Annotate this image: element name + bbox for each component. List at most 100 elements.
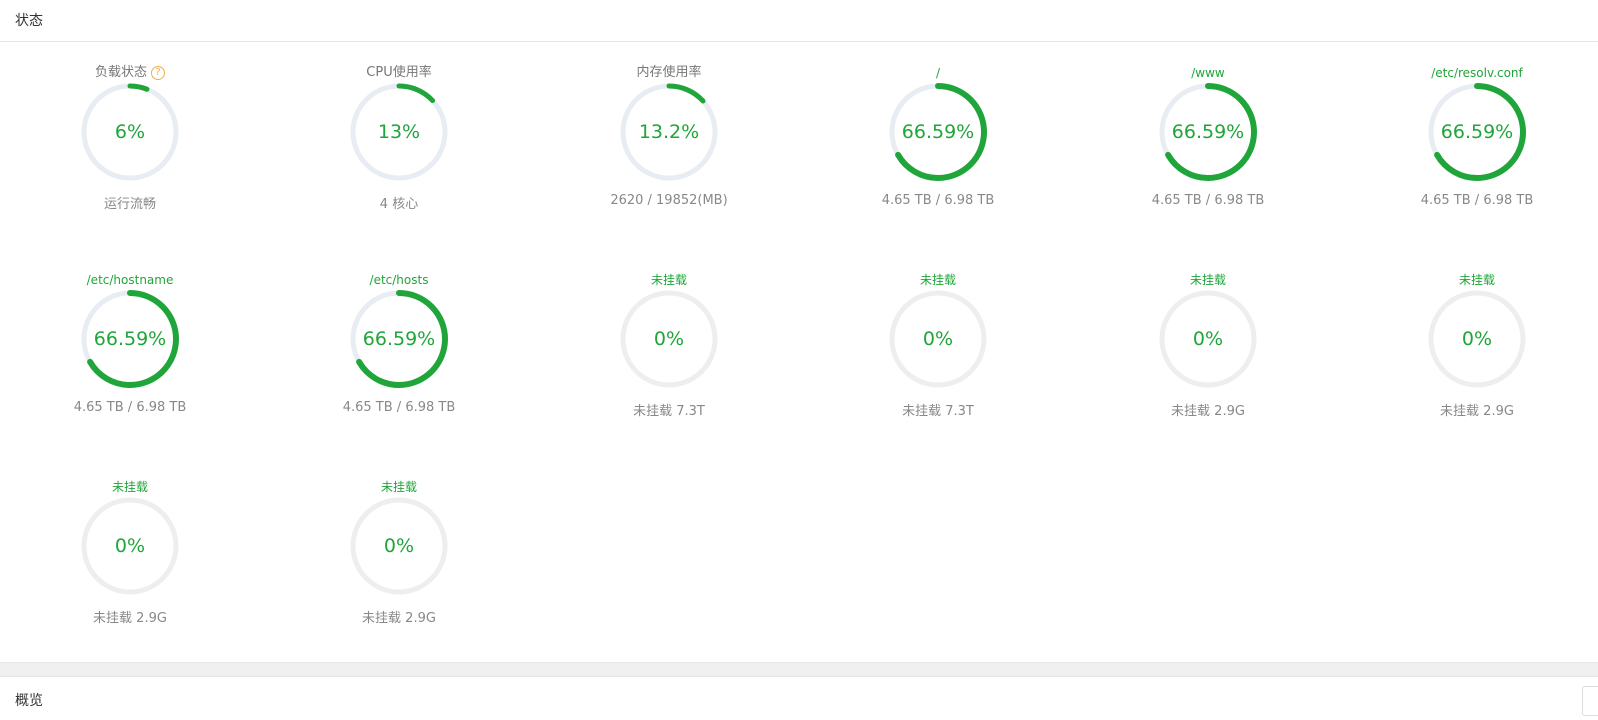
- gauge-ring: [347, 287, 451, 391]
- gauge-svg: [620, 290, 718, 388]
- gauge-name: 未挂载: [1377, 270, 1577, 290]
- gauge-track: [620, 290, 718, 388]
- gauge-item: 未挂载 0% 未挂载 2.9G: [1377, 270, 1577, 440]
- gauge-item: /etc/hostname 66.59% 4.65 TB / 6.98 TB: [30, 270, 230, 440]
- gauge-name: /www: [1108, 63, 1308, 83]
- gauge-svg: [889, 83, 987, 181]
- gauge-ring: [617, 80, 721, 184]
- gauge-name: CPU使用率: [299, 63, 499, 83]
- gauge-ring: [1425, 80, 1529, 184]
- gauge-value: 0%: [114, 535, 146, 557]
- gauge-description: 未挂载 7.3T: [633, 404, 705, 419]
- gauge-description: 4.65 TB / 6.98 TB: [73, 400, 187, 415]
- gauge-name-label: CPU使用率: [366, 65, 432, 80]
- gauge-name: 内存使用率: [569, 63, 769, 83]
- gauge-value: 6%: [114, 121, 146, 143]
- gauge-name-label: /: [935, 66, 941, 80]
- gauge-name: /etc/hosts: [299, 270, 499, 290]
- gauge-progress-arc: [1428, 83, 1526, 181]
- gauge-ring: [78, 80, 182, 184]
- gauge-name-label: 未挂载: [1189, 273, 1226, 287]
- gauge-ring: [78, 494, 182, 598]
- gauge-item: 未挂载 0% 未挂载 7.3T: [569, 270, 769, 440]
- gauge-description: 运行流畅: [103, 197, 156, 212]
- gauge-svg: [81, 497, 179, 595]
- gauge-svg: [81, 83, 179, 181]
- gauge-item: /etc/hosts 66.59% 4.65 TB / 6.98 TB: [299, 270, 499, 440]
- gauge-ring: [78, 287, 182, 391]
- gauge-description: 2620 / 19852(MB): [610, 193, 728, 208]
- gauge-value: 0%: [383, 535, 415, 557]
- gauge-svg: [81, 290, 179, 388]
- overview-edge-control[interactable]: [1582, 686, 1598, 716]
- gauge-name: /etc/resolv.conf: [1377, 63, 1577, 83]
- gauge-item: 未挂载 0% 未挂载 2.9G: [30, 477, 230, 647]
- gauge-description: 4.65 TB / 6.98 TB: [342, 400, 456, 415]
- gauge-description: 4.65 TB / 6.98 TB: [1151, 193, 1265, 208]
- gauge-name: /: [838, 63, 1038, 83]
- gauge-ring: [347, 80, 451, 184]
- gauge-description: 4.65 TB / 6.98 TB: [1420, 193, 1534, 208]
- gauge-svg: [350, 497, 448, 595]
- gauge-ring: [617, 287, 721, 391]
- gauge-track: [1428, 290, 1526, 388]
- gauge-progress-arc: [889, 83, 987, 181]
- gauge-track: [889, 290, 987, 388]
- gauge-ring: [347, 494, 451, 598]
- gauge-item: 负载状态? 6% 运行流畅: [30, 63, 230, 233]
- gauge-name-label: /etc/hosts: [369, 273, 429, 287]
- gauge-name-label: /etc/hostname: [86, 273, 174, 287]
- gauge-name-label: 负载状态: [94, 65, 147, 80]
- gauge-value: 66.59%: [1440, 121, 1514, 143]
- gauge-progress-arc: [620, 83, 718, 181]
- gauge-item: / 66.59% 4.65 TB / 6.98 TB: [838, 63, 1038, 233]
- gauge-svg: [1428, 83, 1526, 181]
- gauge-name: 未挂载: [1108, 270, 1308, 290]
- gauge-value: 0%: [1461, 328, 1493, 350]
- gauge-name-label: /www: [1191, 66, 1225, 80]
- gauge-name-label: 未挂载: [919, 273, 956, 287]
- gauge-name-label: 未挂载: [650, 273, 687, 287]
- gauge-ring: [886, 80, 990, 184]
- question-circle-icon[interactable]: ?: [151, 66, 165, 80]
- gauge-svg: [350, 290, 448, 388]
- gauge-item: 未挂载 0% 未挂载 7.3T: [838, 270, 1038, 440]
- gauge-name: /etc/hostname: [30, 270, 230, 290]
- gauge-item: 未挂载 0% 未挂载 2.9G: [1108, 270, 1308, 440]
- gauge-item: 未挂载 0% 未挂载 2.9G: [299, 477, 499, 647]
- gauge-ring: [1425, 287, 1529, 391]
- gauge-value: 0%: [653, 328, 685, 350]
- gauge-name: 未挂载: [299, 477, 499, 497]
- gauge-description: 未挂载 7.3T: [902, 404, 974, 419]
- gauge-value: 66.59%: [1171, 121, 1245, 143]
- gauge-description: 未挂载 2.9G: [362, 611, 436, 626]
- gauge-ring: [1156, 287, 1260, 391]
- gauge-name-label: 未挂载: [111, 480, 148, 494]
- overview-title: 概览: [15, 693, 43, 709]
- gauge-item: /etc/resolv.conf 66.59% 4.65 TB / 6.98 TB: [1377, 63, 1577, 233]
- gauge-name-label: 内存使用率: [636, 65, 702, 80]
- gauge-track: [1159, 290, 1257, 388]
- gauge-name: 负载状态?: [30, 63, 230, 83]
- gauge-description: 未挂载 2.9G: [93, 611, 167, 626]
- gauge-value: 0%: [1192, 328, 1224, 350]
- gauge-ring: [1156, 80, 1260, 184]
- gauge-value: 66.59%: [93, 328, 167, 350]
- gauge-svg: [1428, 290, 1526, 388]
- gauge-progress-arc: [1159, 83, 1257, 181]
- gauge-description: 未挂载 2.9G: [1171, 404, 1245, 419]
- gauge-description: 4.65 TB / 6.98 TB: [881, 193, 995, 208]
- gauge-track: [81, 497, 179, 595]
- gauge-track: [350, 497, 448, 595]
- gauge-progress-arc: [81, 290, 179, 388]
- gauge-name: 未挂载: [30, 477, 230, 497]
- gauge-item: /www 66.59% 4.65 TB / 6.98 TB: [1108, 63, 1308, 233]
- gauge-name-label: 未挂载: [1458, 273, 1495, 287]
- gauge-progress-arc: [350, 290, 448, 388]
- gauge-ring: [886, 287, 990, 391]
- gauge-description: 未挂载 2.9G: [1440, 404, 1514, 419]
- gauge-value: 0%: [922, 328, 954, 350]
- gauge-name: 未挂载: [569, 270, 769, 290]
- gauge-value: 13.2%: [638, 121, 700, 143]
- gauge-svg: [1159, 83, 1257, 181]
